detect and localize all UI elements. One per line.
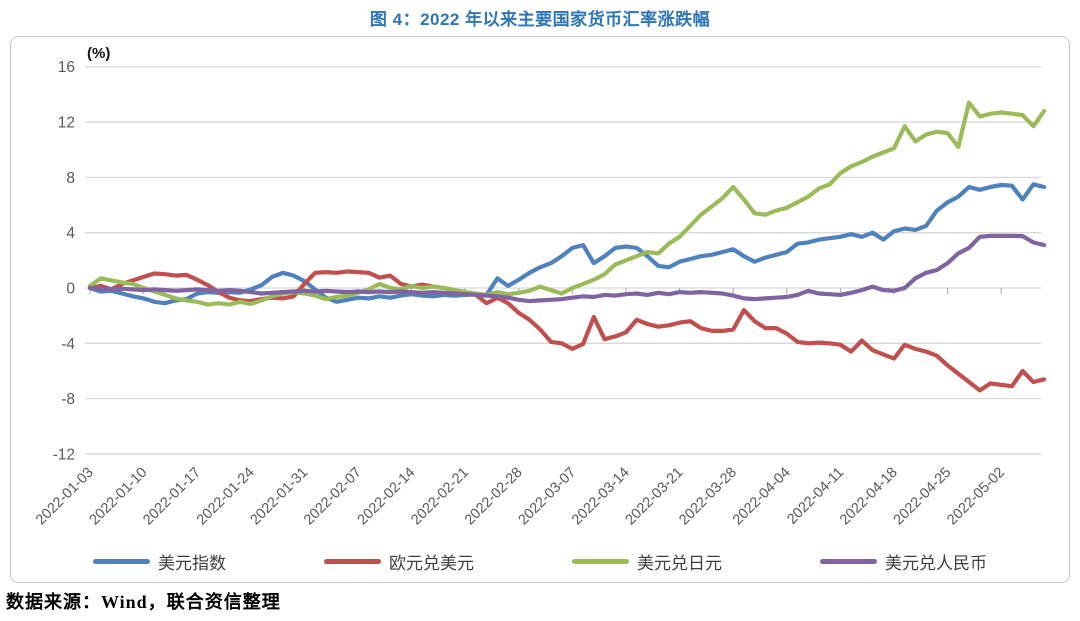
legend-swatch-usd-jpy — [572, 559, 629, 564]
legend-item-usd-cny: 美元兑人民币 — [820, 549, 987, 574]
legend-item-usd-index: 美元指数 — [93, 549, 226, 574]
x-tick-label: 2022-04-04 — [730, 465, 794, 529]
y-tick-label: 8 — [66, 170, 75, 187]
y-tick-label: 12 — [58, 115, 75, 132]
series-line-usd-cny — [87, 233, 1047, 304]
series-line-eur-usd — [87, 269, 1047, 393]
y-tick-label: -4 — [61, 336, 75, 353]
chart-frame: 16 12 8 4 0 -4 -8 -12 2022-01-03 2022-01-10 2022-0… — [10, 36, 1070, 583]
y-axis-unit-label: (%) — [87, 45, 111, 62]
legend-label-usd-index: 美元指数 — [158, 554, 226, 573]
y-tick-label: -8 — [61, 391, 75, 408]
series-line-usd-index — [87, 182, 1047, 306]
legend-swatch-usd-index — [93, 559, 150, 564]
legend-swatch-usd-cny — [820, 559, 877, 564]
data-source-note: 数据来源：Wind，联合资信整理 — [6, 592, 281, 612]
series-line-usd-jpy — [87, 100, 1047, 307]
legend-label-usd-cny: 美元兑人民币 — [885, 554, 987, 573]
y-tick-label: 0 — [66, 281, 75, 298]
legend-swatch-eur-usd — [324, 559, 381, 564]
legend-item-eur-usd: 欧元兑美元 — [324, 549, 474, 574]
y-tick-label: 16 — [58, 59, 75, 76]
legend-item-usd-jpy: 美元兑日元 — [572, 549, 722, 574]
chart-legend: 美元指数 欧元兑美元 美元兑日元 美元兑人民币 — [11, 549, 1069, 574]
legend-label-usd-jpy: 美元兑日元 — [637, 554, 722, 573]
y-tick-label: -12 — [53, 446, 75, 463]
x-tick-label: 2022-05-02 — [944, 465, 1008, 529]
y-tick-label: 4 — [66, 225, 75, 242]
line-chart-plot: 1612840-4-8-122022-01-032022-01-102022-0… — [33, 59, 1047, 529]
legend-label-eur-usd: 欧元兑美元 — [389, 554, 474, 573]
chart-title: 图 4：2022 年以来主要国家货币汇率涨跌幅 — [369, 10, 711, 29]
